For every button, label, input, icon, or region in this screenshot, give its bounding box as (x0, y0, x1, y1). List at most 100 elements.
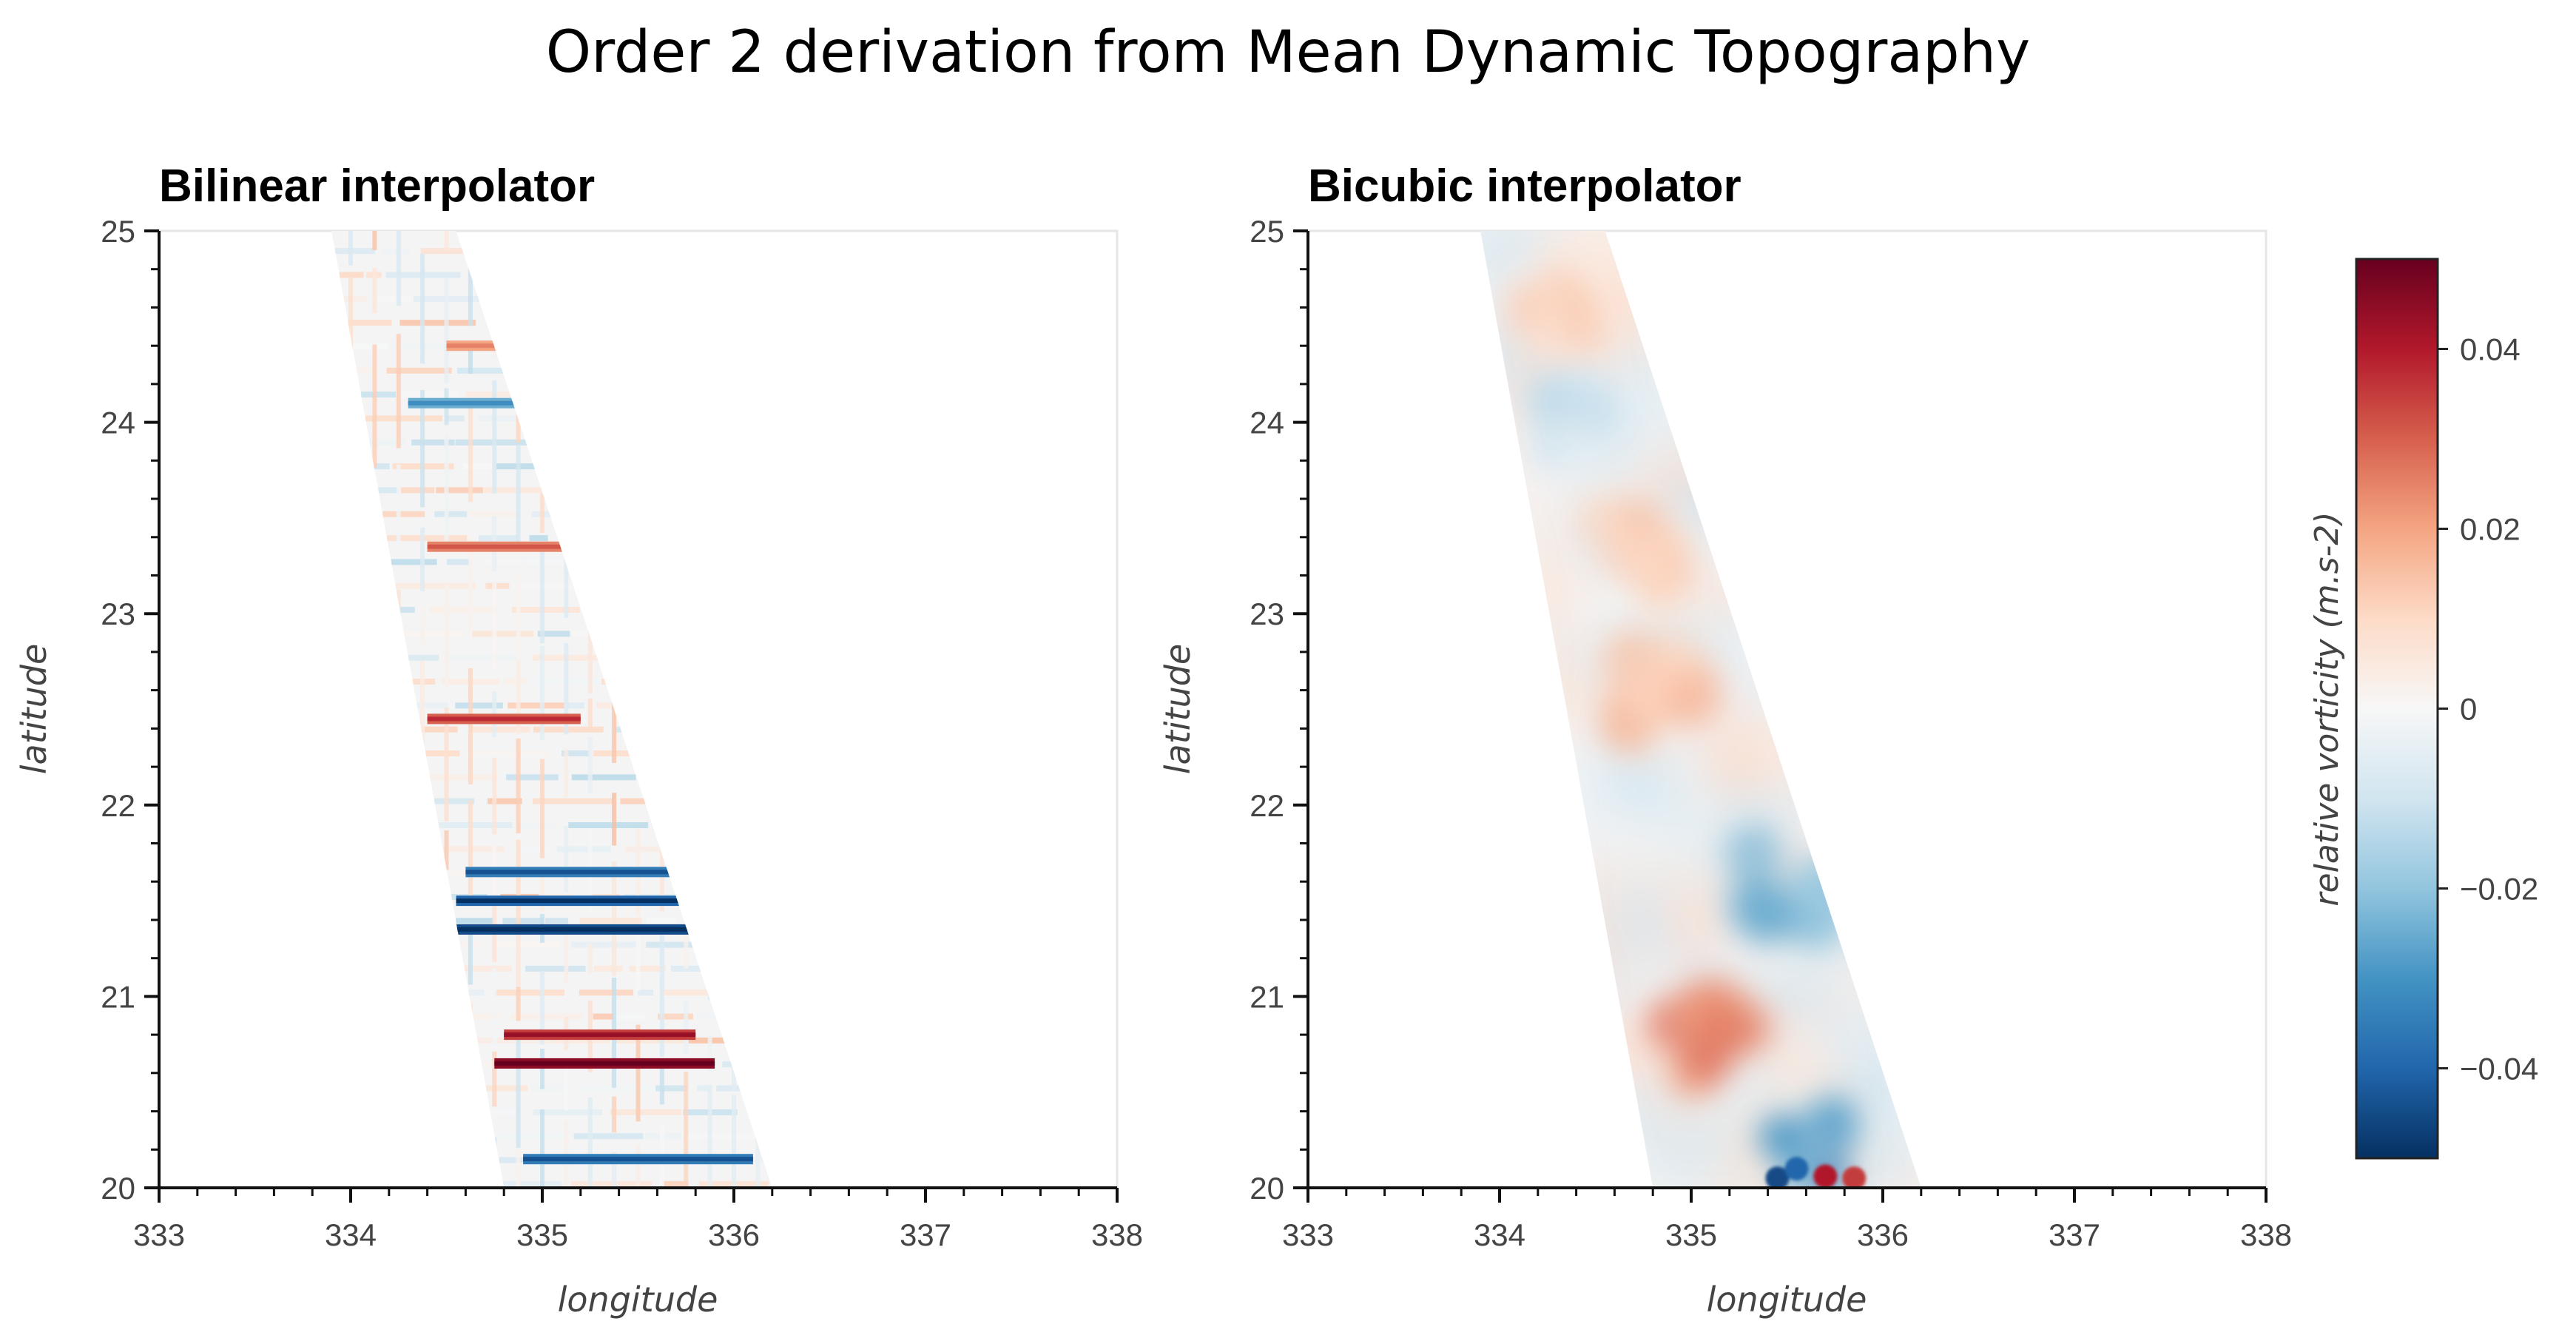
texture-stripe (593, 1013, 614, 1020)
y-tick-label: 22 (101, 788, 135, 823)
texture-stripe (484, 559, 526, 565)
texture-stripe (408, 654, 439, 661)
x-tick-label: 335 (1665, 1217, 1717, 1252)
colorbar: 0.04 0.02 0 −0.02 −0.04 relative vorticity (… (2308, 258, 2538, 1160)
texture-stripe (444, 278, 449, 383)
vorticity-region (1695, 1005, 1749, 1060)
texture-stripe (564, 826, 569, 893)
bilinear-y-axis-label: latitude (14, 644, 54, 774)
texture-stripe (420, 661, 425, 746)
texture-stripe (638, 989, 653, 996)
vorticity-band-core (465, 870, 753, 875)
colorbar-tick-label: 0 (2460, 692, 2477, 727)
texture-stripe (540, 970, 544, 1045)
texture-stripe (442, 846, 505, 853)
texture-stripe (579, 918, 642, 924)
texture-stripe (396, 231, 401, 306)
texture-stripe (399, 607, 415, 613)
vorticity-band-core (427, 544, 600, 549)
texture-stripe (587, 698, 593, 731)
vorticity-band-core (456, 898, 744, 904)
x-tick-label: 336 (1857, 1217, 1909, 1252)
bilinear-panel-title: Bilinear interpolator (159, 161, 595, 212)
texture-stripe (564, 643, 569, 735)
vorticity-region (1631, 558, 1685, 612)
vorticity-spot (1765, 1166, 1790, 1188)
y-tick-label: 24 (101, 406, 135, 440)
texture-stripe (508, 702, 564, 709)
texture-stripe (587, 736, 593, 793)
vorticity-band-core (427, 716, 581, 722)
texture-stripe (456, 918, 494, 924)
texture-stripe (396, 464, 401, 554)
texture-stripe (635, 1145, 641, 1188)
texture-stripe (455, 702, 503, 709)
texture-stripe (400, 487, 435, 494)
texture-stripe (537, 631, 570, 637)
texture-stripe (438, 822, 513, 828)
colorbar-label: relative vorticity (m.s-2) (2308, 511, 2346, 906)
texture-stripe (420, 248, 468, 255)
texture-stripe (445, 415, 465, 422)
bicubic-panel-title: Bicubic interpolator (1308, 161, 1742, 212)
texture-stripe (533, 1109, 603, 1115)
texture-stripe (448, 654, 526, 661)
texture-stripe (361, 392, 396, 398)
texture-stripe (382, 511, 425, 517)
texture-stripe (506, 774, 559, 781)
vorticity-region (1528, 372, 1575, 420)
texture-stripe (492, 582, 497, 669)
texture-stripe (434, 511, 468, 517)
texture-stripe (436, 487, 483, 494)
texture-stripe (540, 1049, 544, 1089)
texture-blob (1893, 1152, 1921, 1188)
vorticity-region (1662, 669, 1722, 730)
texture-stripe (421, 726, 458, 733)
texture-stripe (444, 231, 449, 252)
texture-stripe (732, 1095, 736, 1188)
texture-stripe (545, 918, 569, 924)
texture-stripe (688, 1037, 757, 1044)
texture-stripe (659, 1065, 664, 1105)
texture-stripe (468, 800, 473, 898)
bilinear-panel: Bilinear interpolator 333 334 335 336 337 338… (14, 161, 1143, 1320)
texture-stripe (568, 822, 649, 828)
y-tick-label: 21 (1250, 979, 1284, 1014)
texture-stripe (564, 1068, 569, 1111)
texture-stripe (468, 934, 473, 985)
texture-stripe (494, 989, 564, 996)
x-tick-label: 334 (1474, 1217, 1525, 1252)
vorticity-band-core (456, 927, 744, 932)
texture-stripe (444, 830, 449, 870)
texture-stripe (532, 798, 614, 804)
texture-stripe (396, 334, 401, 448)
texture-stripe (468, 344, 473, 374)
texture-stripe (372, 344, 377, 468)
texture-stripe (492, 1051, 497, 1107)
texture-stripe (571, 774, 636, 781)
texture-stripe (468, 536, 473, 635)
bicubic-x-axis: 333 334 335 336 337 338 (1282, 1186, 2292, 1252)
texture-stripe (570, 941, 639, 948)
texture-stripe (616, 1037, 685, 1044)
texture-stripe (420, 608, 425, 645)
texture-stripe (411, 439, 455, 446)
texture-stripe (365, 415, 443, 422)
texture-stripe (444, 708, 449, 821)
texture-stripe (516, 839, 521, 925)
vorticity-spot (1813, 1164, 1838, 1188)
texture-stripe (468, 250, 473, 326)
texture-stripe (513, 846, 551, 853)
texture-stripe (540, 544, 544, 644)
texture-stripe (567, 702, 585, 709)
texture-stripe (661, 989, 719, 996)
texture-stripe (490, 1109, 521, 1115)
texture-stripe (378, 487, 399, 494)
texture-stripe (531, 1085, 572, 1092)
texture-stripe (352, 343, 388, 350)
texture-stripe (577, 1085, 655, 1092)
texture-stripe (525, 965, 586, 972)
texture-stripe (587, 944, 593, 975)
texture-stripe (658, 1013, 693, 1020)
texture-stripe (478, 415, 545, 422)
